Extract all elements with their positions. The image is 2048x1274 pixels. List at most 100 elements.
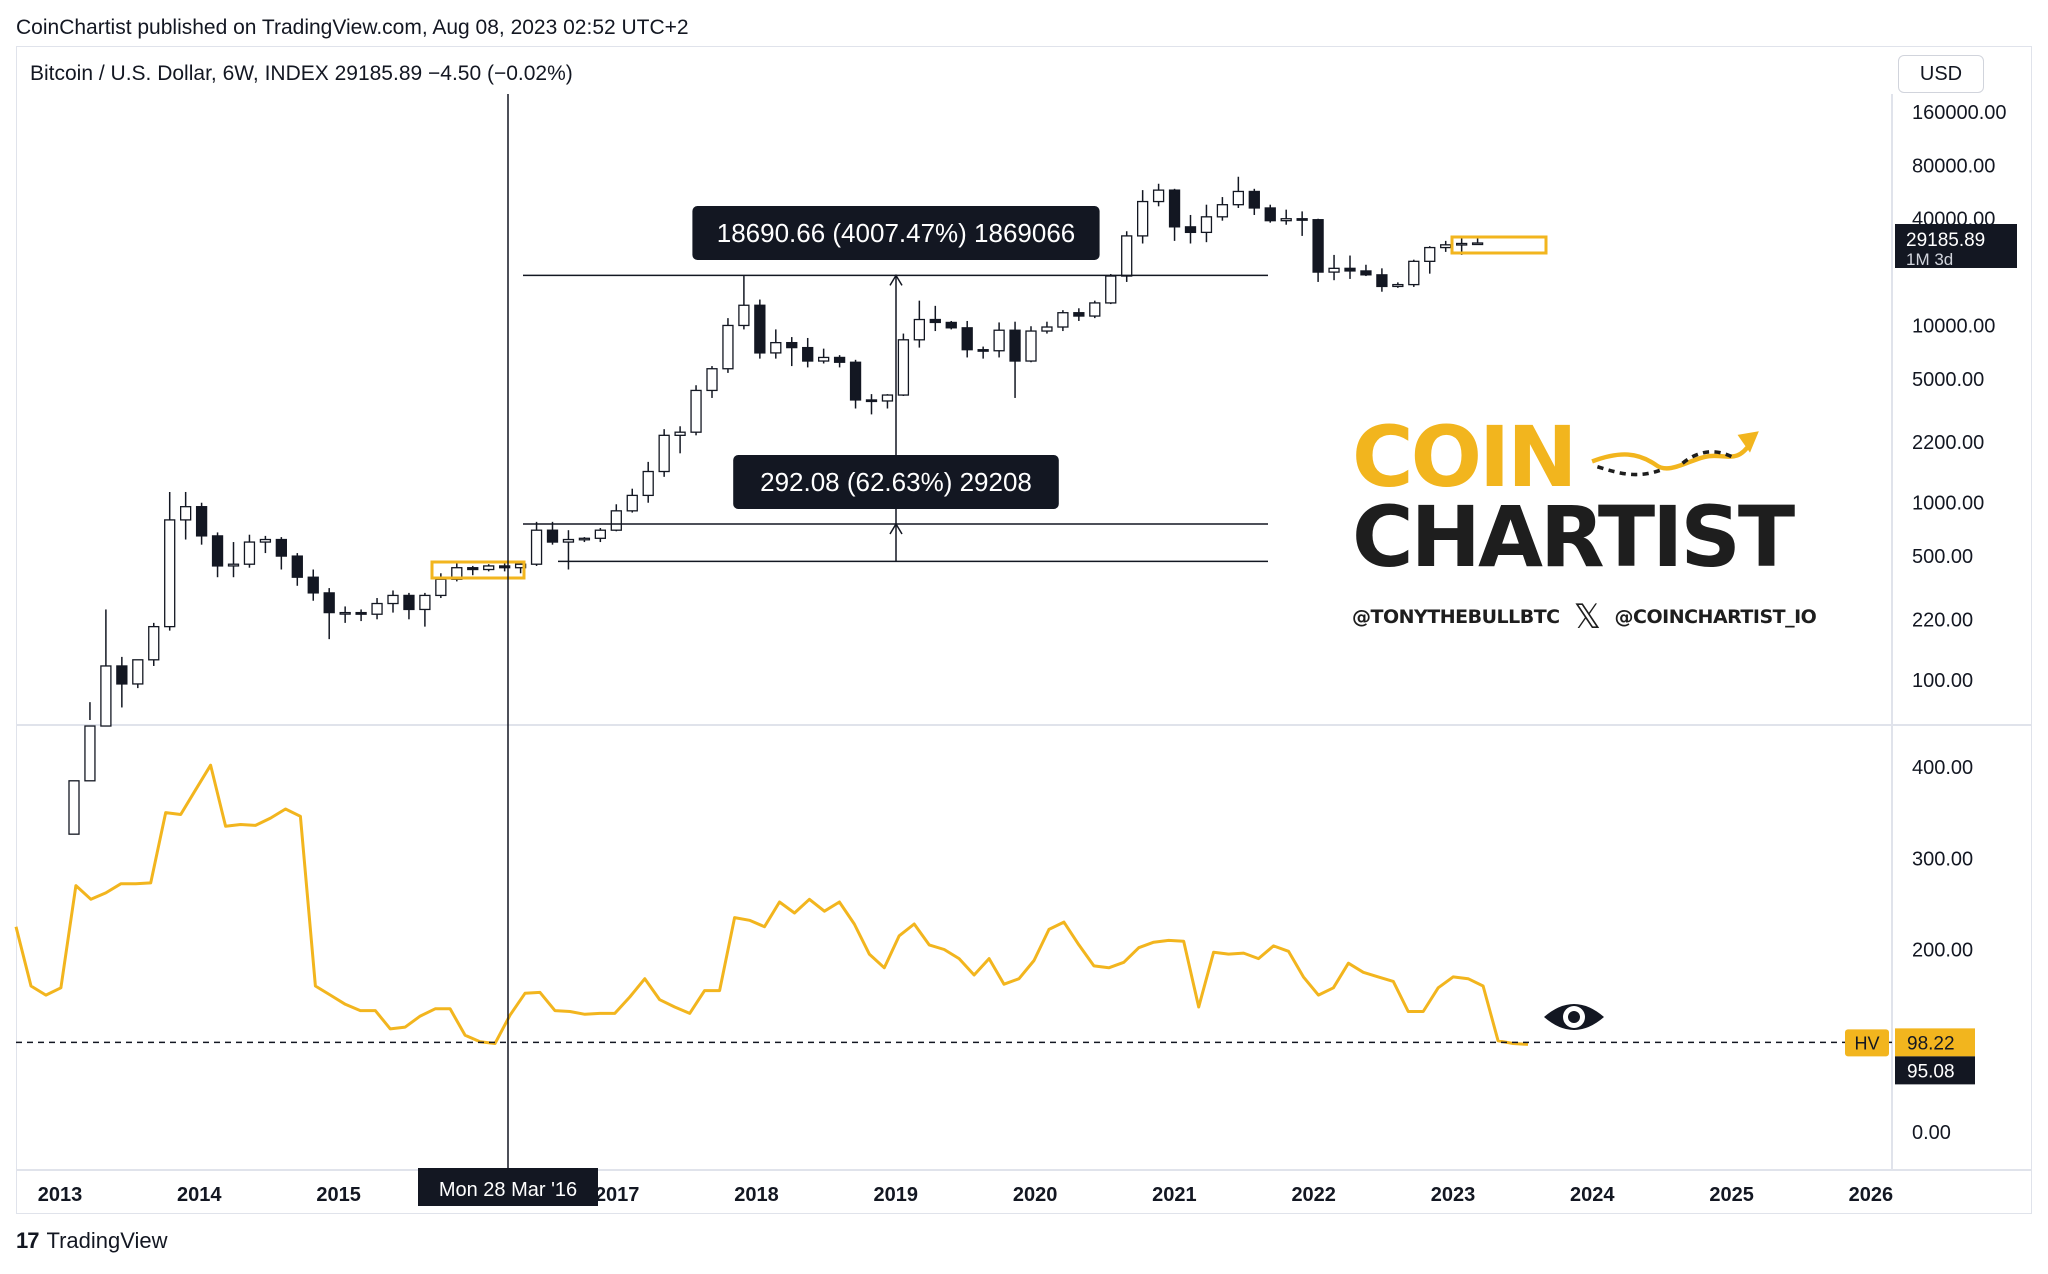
candle-body [1168, 189, 1181, 228]
candle [1344, 255, 1356, 279]
candle [754, 299, 766, 359]
candle [945, 320, 957, 330]
candle-body [1073, 312, 1085, 317]
candle-body [738, 304, 750, 327]
candle [690, 385, 702, 436]
candle-body [227, 563, 240, 567]
candle [68, 780, 80, 835]
candle [578, 537, 591, 543]
eye-pupil [1568, 1011, 1580, 1023]
candle [1200, 204, 1213, 243]
candle-body [626, 494, 638, 512]
candles-layer [68, 176, 1484, 835]
candle-body [116, 665, 128, 685]
candle-body [211, 535, 224, 567]
chart-frame [16, 46, 2032, 1214]
candle [658, 429, 670, 477]
candle [148, 622, 160, 666]
candle-body [562, 538, 575, 543]
candle [100, 609, 112, 727]
candle [1025, 326, 1037, 363]
crosshair-date-bg [418, 1168, 598, 1206]
candle [1137, 190, 1149, 244]
candle-body [802, 346, 814, 362]
measure-label-small-bg [733, 455, 1059, 509]
candle [1312, 218, 1324, 282]
time-tick-label: 2015 [316, 1184, 361, 1206]
countdown-label: 1M 3d [1906, 250, 1953, 269]
candle [642, 461, 654, 503]
candle [291, 553, 303, 586]
hv-value-label: 98.22 [1907, 1033, 1955, 1054]
candle-body [132, 659, 144, 685]
candle-body [818, 356, 830, 362]
candle-body [371, 602, 383, 615]
price-tick-label: 10000.00 [1912, 315, 1995, 337]
candle [498, 562, 511, 572]
candle-body [770, 341, 782, 354]
candle [1264, 204, 1276, 223]
hv-name-tag: HV [1854, 1033, 1879, 1053]
candle-body [1232, 190, 1244, 206]
currency-button[interactable]: USD [1898, 55, 1984, 93]
price-tick-label: 100.00 [1912, 670, 1973, 692]
candle [211, 532, 224, 578]
candle [195, 502, 208, 545]
highlight-box [430, 560, 526, 580]
last-price-label: 29185.89 [1906, 230, 1985, 251]
price-tick-label: 220.00 [1912, 609, 1973, 631]
candle [227, 542, 240, 578]
candle-body [1440, 244, 1452, 249]
candle-body [530, 529, 543, 565]
candle-body [929, 318, 941, 324]
candle [1424, 246, 1436, 274]
candle-body [1105, 275, 1117, 304]
candle [1280, 209, 1292, 225]
candle [243, 534, 256, 568]
candle-body [68, 780, 80, 835]
candle-body [1312, 219, 1324, 273]
candle [1328, 254, 1340, 281]
candle [371, 598, 383, 620]
candle-body [977, 349, 989, 352]
candle [929, 305, 941, 332]
candle-body [1216, 204, 1229, 218]
candle [355, 609, 367, 622]
last-price-tag-bg [1895, 223, 2017, 268]
time-tick-label: 2018 [734, 1184, 779, 1206]
candle [1168, 188, 1181, 241]
candle-body [594, 529, 606, 539]
candle-body [1280, 218, 1292, 222]
hv-second-tag-bg [1895, 1056, 1975, 1085]
candle-body [1057, 312, 1069, 328]
candle-body [945, 321, 957, 329]
candle-body [674, 431, 686, 436]
measure-label-large-bg [692, 206, 1100, 260]
candle-body [849, 361, 862, 401]
candle-body [610, 510, 622, 531]
candle-body [100, 665, 112, 727]
price-tick-label: 500.00 [1912, 546, 1973, 568]
hv-second-label: 95.08 [1907, 1061, 1955, 1082]
trend-arrow-icon [1590, 431, 1759, 477]
candle-body [1360, 270, 1372, 276]
candle-body [865, 399, 878, 403]
candle [164, 491, 176, 631]
candle-body [291, 555, 303, 578]
published-header: CoinChartist published on TradingView.co… [16, 16, 689, 39]
hv-tick-label: 0.00 [1912, 1122, 1951, 1144]
candle-body [84, 725, 96, 782]
candle-body [690, 389, 702, 433]
watermark-handles: @TONYTHEBULLBTC 𝕏 @COINCHARTIST_IO [1352, 597, 1817, 637]
annotations-layer: 18690.66 (4007.47%) 1869066 292.08 (62.63… [430, 206, 1548, 580]
measure-label-small: 292.08 (62.63%) 29208 [760, 467, 1032, 497]
tradingview-footer[interactable]: 17 TradingView [16, 1228, 168, 1254]
hv-tick-label: 200.00 [1912, 940, 1973, 962]
candle-body [1121, 235, 1133, 277]
watermark-coin-text: COIN [1352, 408, 1578, 506]
candle-body [195, 506, 208, 537]
candle [1184, 214, 1197, 244]
arrow-head [889, 522, 903, 535]
candle [275, 537, 288, 570]
